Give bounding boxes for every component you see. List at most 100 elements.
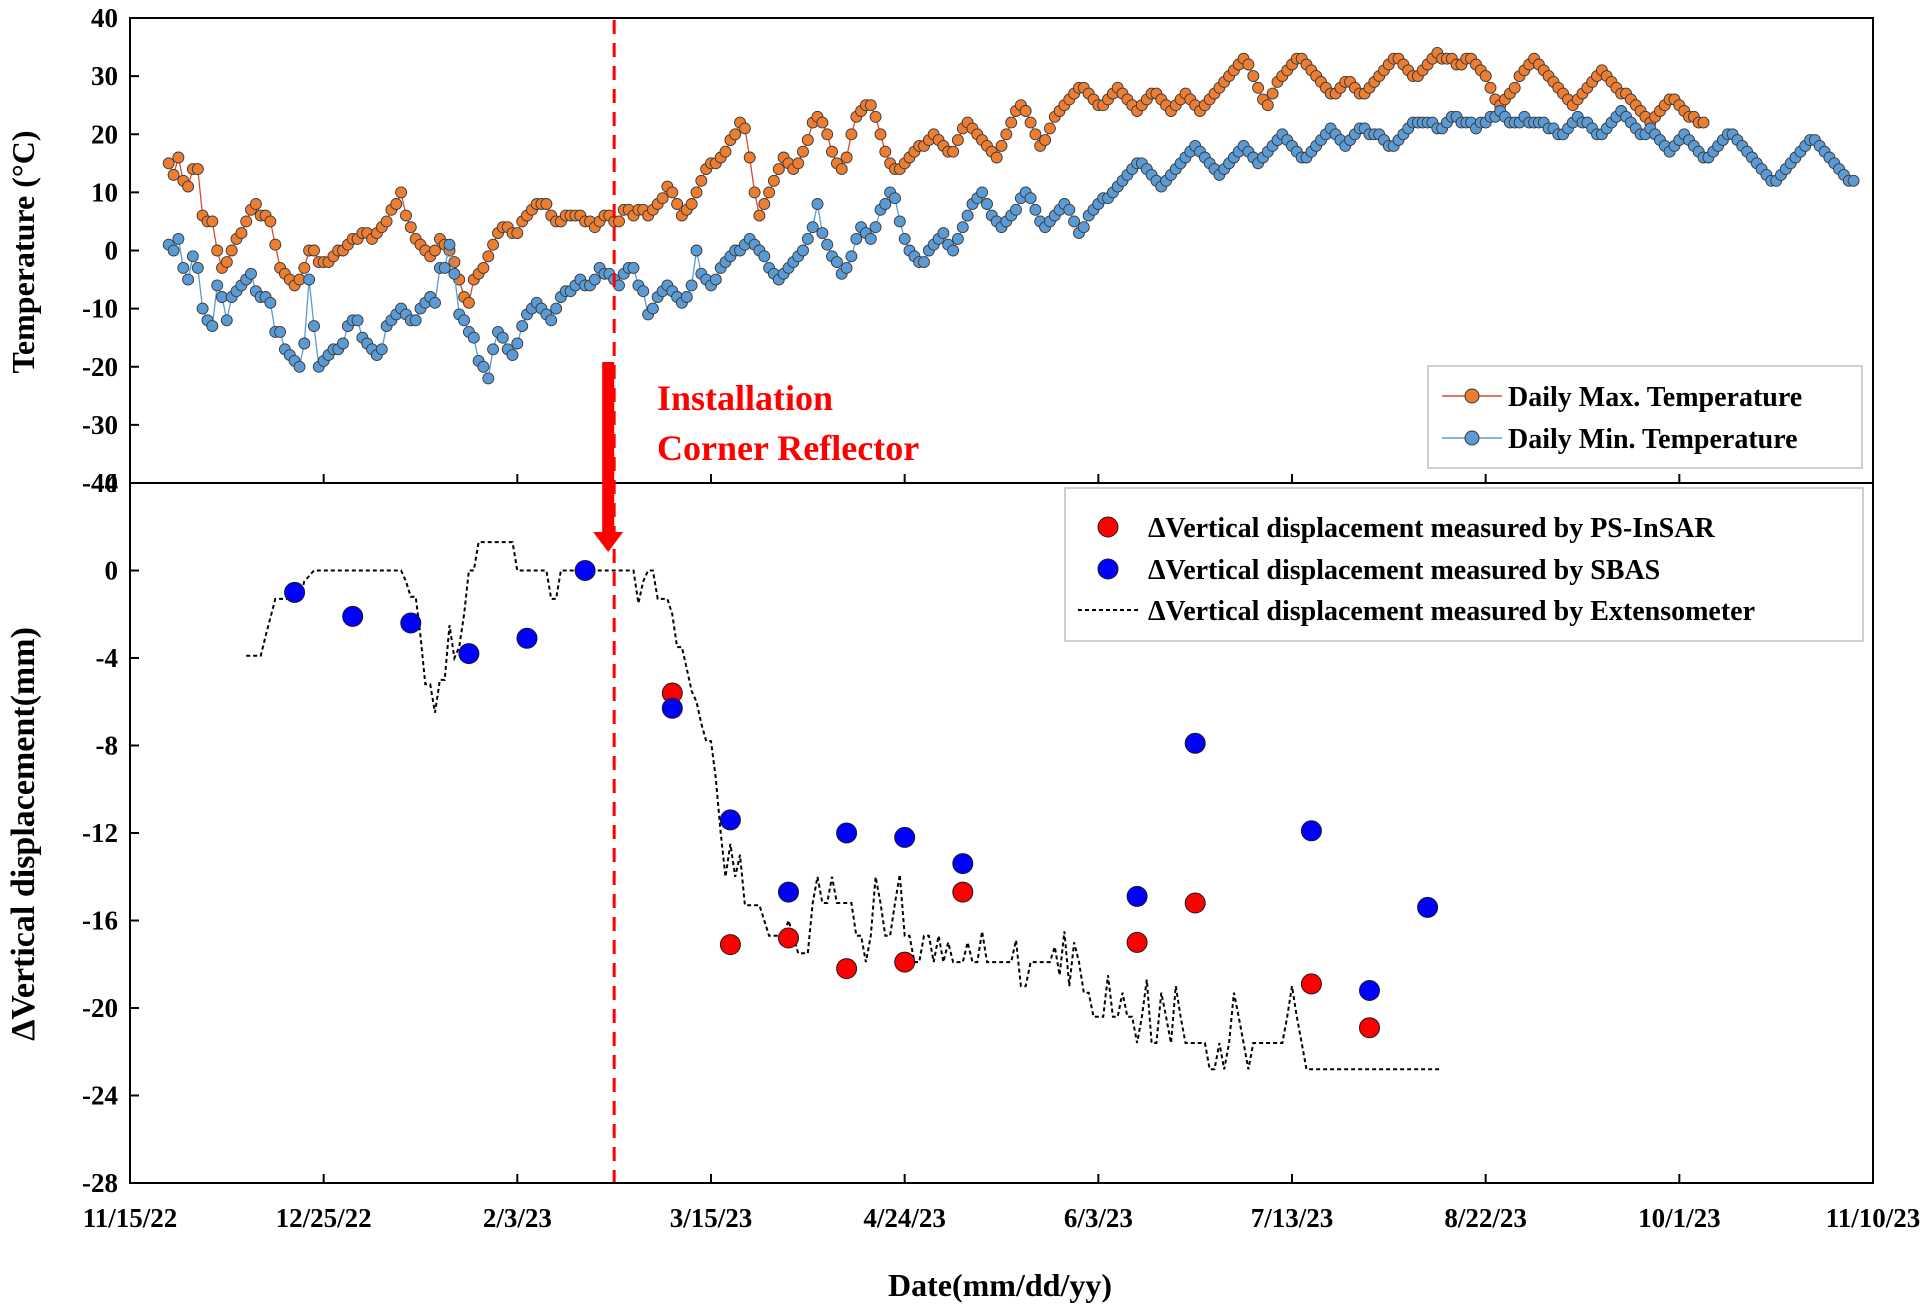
max-temp-point [840,151,853,164]
max-temp-point [477,261,490,274]
temperature-legend-box [1427,365,1863,469]
sbas-point [952,853,974,875]
min-temp-point [409,314,422,327]
max-temp-point [308,244,320,257]
max-temp-point [487,238,500,251]
min-temp-point [516,320,529,333]
psinsar-point [719,934,741,956]
max-temp-point [380,215,393,228]
legend-psinsar-marker [1097,516,1119,538]
min-temp-point [211,279,224,292]
max-temp-point [1024,116,1037,129]
min-temp-point [167,244,180,257]
min-temp-point [448,267,461,280]
psinsar-point [1359,1017,1380,1039]
min-temp-point [1068,215,1081,228]
min-temp-point [172,232,185,245]
min-temp-point [588,273,601,286]
min-temp-point [976,186,989,199]
max-temp-point [1247,70,1260,83]
max-temp-point [404,221,417,234]
temperature-legend: Daily Max. Temperature Daily Min. Temper… [1427,365,1863,469]
sbas-point [1126,885,1148,907]
max-temp-point [719,145,732,158]
min-temp-point [477,360,490,373]
max-temp-point [748,186,761,199]
max-temp-point [772,163,785,176]
max-temp-point [656,192,669,205]
x-tick-label: 11/10/23 [1826,1203,1921,1233]
min-temp-point [951,232,964,245]
temp-y-tick-label: 20 [91,119,118,149]
min-temp-point [879,198,892,210]
displacement-legend-box [1064,487,1864,642]
psinsar-point [1184,892,1206,914]
sbas-point [778,881,799,903]
disp-y-tick-label: 0 [105,556,119,586]
max-temp-point [400,209,412,222]
min-temp-point [898,232,911,245]
installation-annotation-line1: Installation [657,378,833,418]
min-temp-point [511,337,524,350]
sbas-point [284,581,306,603]
disp-y-tick-label: 4 [105,468,119,498]
min-temp-point [337,337,349,350]
max-temp-point [801,134,814,147]
max-temp-point [845,128,858,141]
min-temp-point [840,261,853,274]
psinsar-point [1300,973,1322,995]
displacement-y-axis-label: ΔVertical displacement(mm) [5,627,42,1041]
psinsar-point [1126,931,1148,953]
x-tick-label: 3/15/23 [670,1203,753,1233]
min-temp-point [298,337,311,350]
sbas-point [1359,980,1380,1001]
max-temp-point [797,145,809,158]
disp-y-tick-label: -24 [82,1081,118,1111]
max-temp-point [990,151,1003,164]
min-temp-point [1847,174,1860,187]
sbas-point [894,826,916,848]
temp-y-tick-label: 0 [105,236,119,266]
max-temp-point [249,198,262,210]
max-temp-point [264,215,277,228]
max-temp-point [613,215,625,228]
sbas-point [719,809,741,831]
min-temp-point [821,238,834,251]
min-temp-point [375,343,388,356]
min-temp-point [1077,221,1090,234]
installation-annotation-line2: Corner Reflector [657,428,919,468]
min-temp-point [274,325,287,338]
min-temp-point [685,279,698,292]
min-temp-point [893,215,906,228]
max-temp-point [298,261,311,274]
min-temp-point [680,291,693,303]
max-temp-point [879,145,892,158]
min-temp-point [308,320,320,333]
max-temp-point [767,174,780,187]
max-temp-point [738,122,751,135]
max-temp-point [864,99,877,112]
x-tick-label: 8/22/23 [1444,1203,1527,1233]
max-temp-point [995,139,1008,152]
min-temp-point [797,244,809,257]
max-temp-point [874,128,887,141]
max-temp-point [1242,58,1255,71]
min-temp-point [245,267,257,280]
max-temp-point [540,198,553,210]
temp-y-tick-label: 40 [91,3,118,33]
psinsar-point [836,958,858,980]
min-temp-point [196,302,209,315]
max-temp-point [482,250,495,263]
temp-y-tick-label: 30 [91,61,118,91]
max-temp-point [729,128,742,141]
min-temp-point [220,314,233,327]
max-temp-point [835,163,848,176]
min-temp-point [545,314,558,327]
max-temp-point [1252,81,1265,94]
max-temp-point [1005,116,1018,129]
x-tick-label: 2/3/23 [483,1203,552,1233]
legend-min-temp-label: Daily Min. Temperature [1508,424,1798,455]
legend-min-temp-marker [1464,430,1480,446]
min-temp-point [1010,203,1022,216]
disp-y-tick-label: -12 [82,818,118,848]
